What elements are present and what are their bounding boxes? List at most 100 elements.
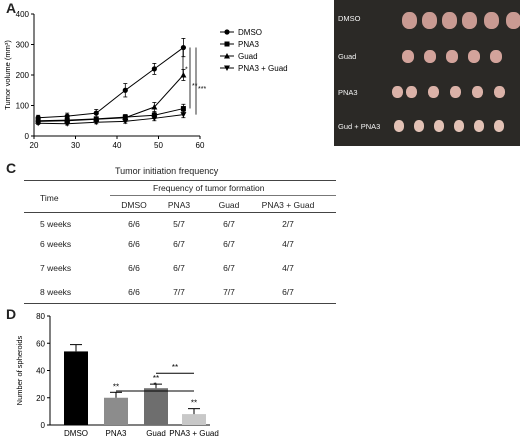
table-row-time: 6 weeks	[40, 239, 72, 249]
data-point	[180, 112, 187, 118]
bar	[64, 351, 88, 425]
data-point	[93, 110, 99, 116]
table-time-header: Time	[40, 193, 59, 203]
significance-label: *	[185, 66, 188, 73]
y-tick-label: 60	[36, 339, 45, 348]
data-point	[122, 87, 128, 93]
table-cell: 2/7	[282, 219, 294, 229]
table-col-header: Guad	[218, 200, 240, 210]
tumor-volume-line-chart: 0 100 200 300 400 20 30 40 50 60 Tumor volume (mm³…	[3, 10, 288, 150]
tumor-specimen	[450, 86, 461, 98]
table-cell: 6/7	[223, 239, 235, 249]
tumor-specimen	[402, 12, 417, 29]
photo-row-label: PNA3	[338, 88, 358, 97]
y-tick-label: 300	[16, 41, 30, 50]
panel-label-a: A	[6, 0, 17, 16]
data-point	[151, 115, 158, 122]
series-line	[38, 74, 184, 122]
tumor-specimen	[494, 120, 504, 132]
bar	[144, 388, 168, 425]
tumor-specimen	[472, 86, 483, 98]
table-row-time: 5 weeks	[40, 219, 72, 229]
table-cell: 4/7	[282, 239, 294, 249]
table-col-header: PNA3 + Guad	[261, 200, 315, 210]
table-cell: 5/7	[173, 219, 185, 229]
table-cell: 6/6	[128, 287, 140, 297]
tumor-specimen	[434, 120, 444, 132]
data-point	[151, 104, 158, 110]
photo-row-label: Guad	[338, 52, 357, 61]
tumor-specimen	[468, 50, 480, 63]
tumor-specimen	[446, 50, 458, 63]
data-point	[35, 120, 42, 127]
y-tick-label: 0	[25, 132, 30, 141]
data-point	[64, 121, 71, 127]
x-tick-label: PNA3	[106, 429, 127, 438]
table-row-time: 7 weeks	[40, 263, 72, 273]
panel-label-c: C	[6, 160, 17, 176]
significance-label: **	[192, 83, 198, 90]
table-cell: 6/7	[282, 287, 294, 297]
tumor-specimen	[506, 12, 520, 29]
y-axis-label: Tumor volume (mm³)	[3, 40, 12, 110]
table-cell: 6/6	[128, 219, 140, 229]
table-top-rule	[24, 180, 336, 181]
tumor-specimen	[422, 12, 437, 29]
comparison-label: *	[153, 381, 156, 390]
y-tick-label: 400	[16, 10, 30, 19]
table-cell: 6/7	[173, 239, 185, 249]
photo-row-label: Gud + PNA3	[338, 122, 381, 131]
data-point	[224, 41, 230, 47]
table-cell: 6/7	[173, 263, 185, 273]
tumor-specimen	[402, 50, 414, 63]
bar	[182, 414, 206, 425]
tumor-specimen	[454, 120, 464, 132]
data-point	[180, 106, 186, 112]
bar-significance: **	[191, 399, 197, 408]
series-line	[38, 114, 184, 125]
tumor-specimen	[474, 120, 484, 132]
table-cell: 6/7	[223, 263, 235, 273]
tumor-specimen	[490, 50, 502, 63]
x-tick-label: 40	[113, 141, 122, 150]
legend-label: PNA3 + Guad	[238, 64, 288, 73]
y-tick-label: 20	[36, 394, 45, 403]
y-tick-label: 80	[36, 312, 45, 321]
table-title: Tumor initiation frequency	[115, 166, 219, 176]
table-cell: 7/7	[223, 287, 235, 297]
y-tick-label: 100	[16, 102, 30, 111]
table-spanning-header: Frequency of tumor formation	[153, 183, 265, 193]
table-cell: 6/6	[128, 239, 140, 249]
data-point	[122, 114, 129, 121]
data-point	[224, 65, 230, 71]
tumor-specimen	[394, 120, 404, 132]
series-line	[38, 47, 184, 119]
y-axis-label: Number of spheroids	[15, 335, 24, 405]
x-tick-label: DMSO	[64, 429, 88, 438]
tumor-specimen	[392, 86, 403, 98]
panel-label-d: D	[6, 306, 17, 322]
x-tick-label: PNA3 + Guad	[169, 429, 219, 438]
table-header-rule	[24, 212, 336, 213]
comparison-label: **	[172, 363, 178, 372]
tumor-specimen	[414, 120, 424, 132]
table-cell: 7/7	[173, 287, 185, 297]
y-tick-label: 0	[41, 421, 46, 430]
x-tick-label: 50	[154, 141, 163, 150]
tumor-specimen	[424, 50, 436, 63]
legend-label: DMSO	[238, 28, 262, 37]
data-point	[151, 112, 157, 118]
y-tick-label: 200	[16, 71, 30, 80]
table-col-header: DMSO	[121, 200, 147, 210]
table-span-rule	[110, 195, 336, 196]
table-bottom-rule	[24, 303, 336, 304]
x-tick-label: 20	[30, 141, 39, 150]
bar-significance: **	[153, 374, 159, 383]
tumor-specimen	[484, 12, 499, 29]
data-point	[93, 119, 100, 126]
tumor-specimen	[494, 86, 505, 98]
table-cell: 6/6	[128, 263, 140, 273]
legend-label: Guad	[238, 52, 258, 61]
data-point	[224, 29, 230, 35]
